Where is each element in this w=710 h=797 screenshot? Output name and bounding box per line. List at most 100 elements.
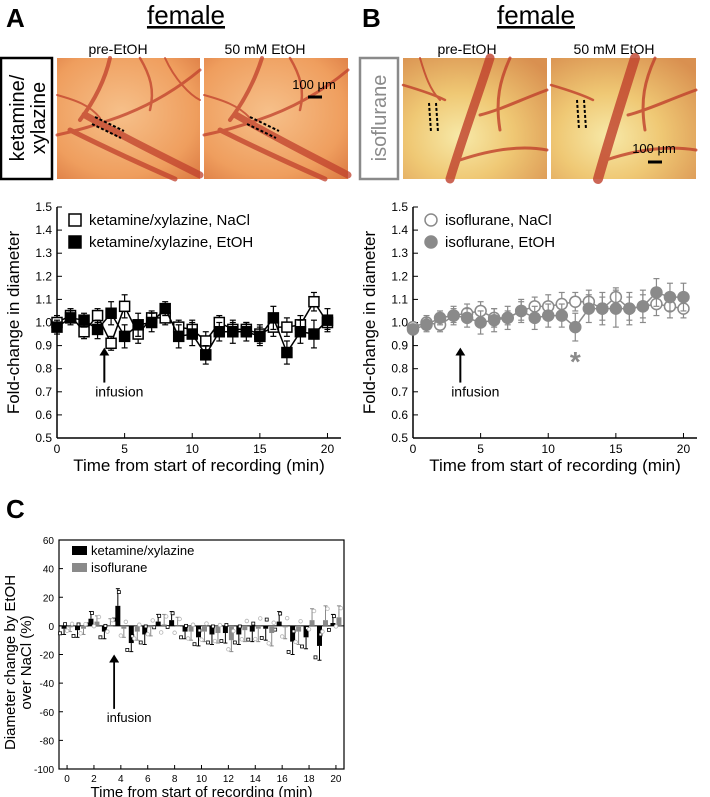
chart-a-series-1-point: [186, 328, 198, 340]
chart-a-legend-label-0: ketamine/xylazine, NaCl: [89, 212, 250, 229]
chart-c-series-1-datapoint: [145, 631, 150, 637]
chart-a-y-tick-label: 1.2: [35, 269, 52, 283]
chart-b-series-1-point: [487, 313, 501, 327]
chart-c-series-0-datapoint: [165, 625, 170, 629]
chart-b-y-tick-label: 0.9: [391, 339, 408, 353]
chart-c-series-1-datapoint: [177, 616, 182, 622]
chart-c-y-tick-label: -100: [34, 765, 54, 776]
chart-a-series-1-point: [145, 316, 158, 329]
chart-c-series-1-datapoint: [311, 608, 317, 614]
panel-a-image-label-etoh: 50 mM EtOH: [225, 41, 306, 57]
chart-a-legend-marker-0: [68, 213, 82, 227]
chart-c-series-1-datapoint: [123, 619, 129, 625]
chart-a-series-1-point: [294, 325, 307, 338]
chart-c-legend-swatch-0: [72, 546, 87, 555]
panel-b-image-label-etoh: 50 mM EtOH: [574, 41, 655, 57]
chart-c-series-1-datapoint: [306, 627, 312, 632]
chart-c-series-1-datapoint: [185, 636, 191, 641]
chart-c-series-1-bar: [296, 625, 302, 632]
chart-c-series-1-bar: [81, 625, 87, 629]
chart-b-series-1-point: [677, 290, 690, 304]
chart-c-series-0-bar: [169, 620, 175, 626]
chart-c-series-1-datapoint: [105, 629, 110, 634]
chart-c: -100 -80 -60 -40 -20 0 20 40 60 0 2 4 6 8 10 12 14 16 18 20…: [2, 536, 345, 797]
chart-a-series-1-point: [78, 314, 90, 326]
chart-b-legend-label-1: isoflurane, EtOH: [445, 234, 555, 251]
chart-c-series-0-datapoint: [286, 650, 291, 654]
chart-c-series-0-bar: [263, 625, 269, 629]
chart-c-series-0-bar: [209, 625, 215, 635]
chart-b-series-1-point: [582, 302, 596, 315]
chart-c-series-0-bar: [276, 621, 282, 626]
chart-b-y-tick-label: 1.5: [391, 200, 408, 214]
chart-b-y-tick-label: 1.0: [391, 316, 408, 330]
chart-c-series-1-bar: [148, 625, 154, 628]
chart-a-y-tick-label: 1.3: [35, 246, 52, 260]
chart-c-series-0-datapoint: [103, 623, 108, 628]
chart-c-series-0-datapoint: [291, 629, 296, 634]
chart-a-legend-marker-1: [68, 235, 82, 249]
chart-c-series-0-datapoint: [90, 611, 94, 615]
chart-c-series-1-datapoint: [338, 605, 344, 611]
chart-c-y-tick-label: 60: [43, 536, 55, 547]
chart-c-series-0-datapoint: [98, 635, 103, 640]
chart-b-series-1-point: [460, 311, 474, 325]
chart-c-x-tick-label: 6: [145, 774, 151, 785]
chart-a-series-1-point: [51, 321, 63, 333]
chart-c-series-1-datapoint: [212, 638, 218, 644]
chart-c-series-1-bar: [282, 625, 288, 628]
chart-a-x-tick-label: 10: [186, 442, 200, 456]
chart-b-series-1-point: [623, 302, 636, 315]
panel-b-image-label-pre: pre-EtOH: [437, 41, 496, 57]
chart-c-series-0-datapoint: [246, 637, 251, 642]
chart-c-series-0-datapoint: [76, 622, 81, 627]
chart-b-y-tick-label: 0.5: [391, 431, 408, 445]
chart-a-y-tick-label: 1.5: [35, 200, 52, 214]
significance-marker: *: [570, 346, 581, 377]
chart-c-series-0-bar: [61, 625, 67, 629]
chart-c-series-0-datapoint: [300, 644, 304, 649]
chart-c-series-0-datapoint: [184, 623, 188, 628]
chart-c-x-tick-label: 2: [91, 774, 97, 785]
chart-a-series-1-point: [64, 312, 77, 324]
chart-a-series-1-point: [281, 346, 293, 359]
chart-c-infusion-label: infusion: [107, 710, 152, 725]
chart-c-series-0-bar: [290, 625, 296, 642]
chart-c-series-1-datapoint: [96, 614, 102, 620]
chart-b-legend-marker-0: [424, 213, 438, 227]
chart-a-series-1-point: [240, 325, 253, 338]
panel-a-anesthetic-label-line1: ketamine/: [7, 74, 29, 161]
chart-a-series-1-point: [91, 323, 104, 336]
chart-a-series-1-point: [200, 349, 212, 361]
chart-c-series-1-datapoint: [204, 621, 209, 626]
chart-b-y-axis-title: Fold-change in diameter: [360, 231, 379, 415]
chart-c-y-tick-label: 40: [43, 565, 55, 576]
chart-c-series-0-datapoint: [143, 624, 148, 629]
chart-c-series-1-datapoint: [69, 621, 75, 627]
panel-a-sex-title: female: [147, 0, 225, 30]
chart-c-series-1-datapoint: [266, 641, 271, 646]
chart-a-series-0-point: [78, 325, 90, 338]
chart-a-legend-label-1: ketamine/xylazine, EtOH: [89, 234, 253, 251]
chart-b-series-1-point: [406, 323, 420, 336]
chart-c-series-1-bar: [269, 625, 275, 634]
chart-c-series-0-bar: [88, 618, 94, 626]
chart-c-series-0-datapoint: [71, 633, 76, 638]
chart-c-series-0-datapoint: [264, 617, 269, 622]
chart-c-series-1-bar: [255, 625, 261, 629]
chart-a-x-tick-label: 15: [253, 442, 267, 456]
chart-c-x-tick-label: 8: [172, 774, 178, 785]
chart-b-series-1-point: [636, 300, 650, 313]
chart-c-series-1-datapoint: [78, 631, 83, 636]
chart-c-series-1-bar: [242, 625, 248, 631]
panel-b-anesthetic-box: [358, 56, 400, 181]
chart-c-series-0-bar: [236, 625, 242, 635]
chart-c-x-tick-label: 10: [196, 774, 208, 785]
chart-a-y-tick-label: 0.6: [35, 408, 52, 422]
chart-c-y-tick-label: -20: [40, 651, 55, 662]
chart-c-x-tick-label: 18: [303, 774, 315, 785]
chart-b-series-0-point: [569, 295, 582, 308]
chart-c-series-0-bar: [182, 625, 188, 632]
chart-b-x-tick-label: 20: [677, 442, 691, 456]
